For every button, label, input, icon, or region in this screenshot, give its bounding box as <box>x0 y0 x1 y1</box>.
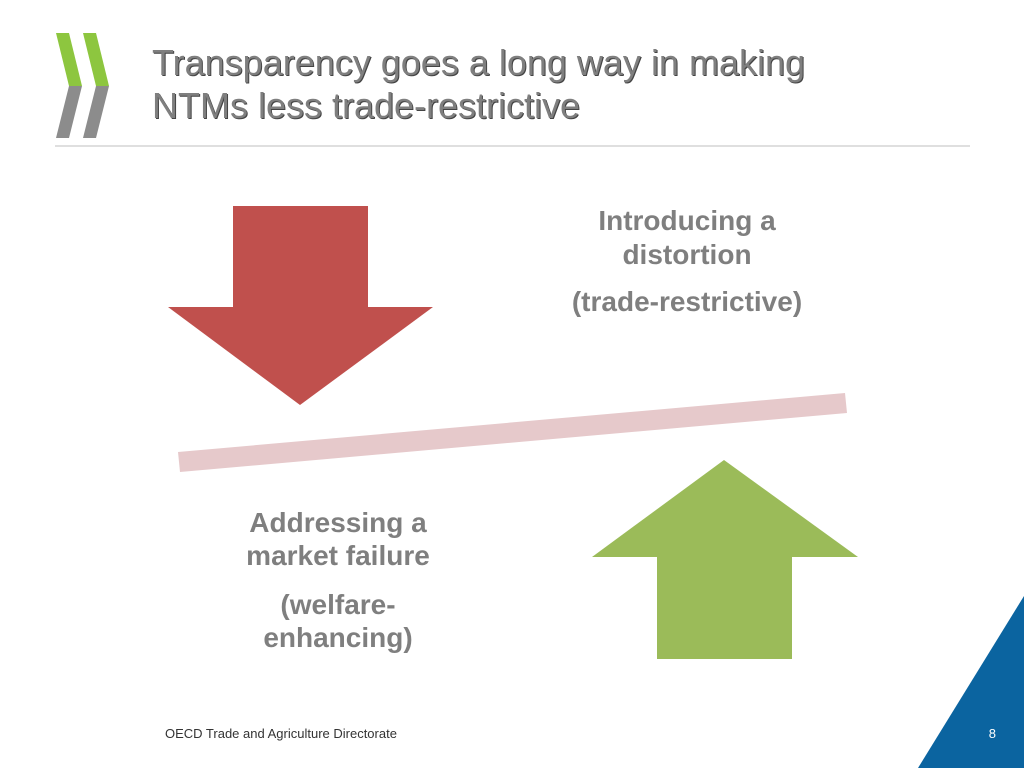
title-line: Transparency goes a long way in making <box>152 42 805 83</box>
label-heading: Introducing a <box>598 205 776 236</box>
corner-accent <box>918 596 1024 768</box>
logo <box>56 33 109 138</box>
page-number: 8 <box>989 726 996 741</box>
label-heading: distortion <box>622 239 751 270</box>
label-note: enhancing) <box>263 622 412 653</box>
label-heading: market failure <box>246 540 430 571</box>
balance-beam <box>178 393 847 472</box>
up-arrow <box>592 460 858 659</box>
label-note: (trade-restrictive) <box>572 286 802 317</box>
label-note: (welfare- <box>280 589 395 620</box>
label-heading: Addressing a <box>249 507 427 538</box>
down-arrow <box>168 206 433 405</box>
title-line: NTMs less trade-restrictive <box>152 85 580 126</box>
footer-text: OECD Trade and Agriculture Directorate <box>165 726 397 741</box>
